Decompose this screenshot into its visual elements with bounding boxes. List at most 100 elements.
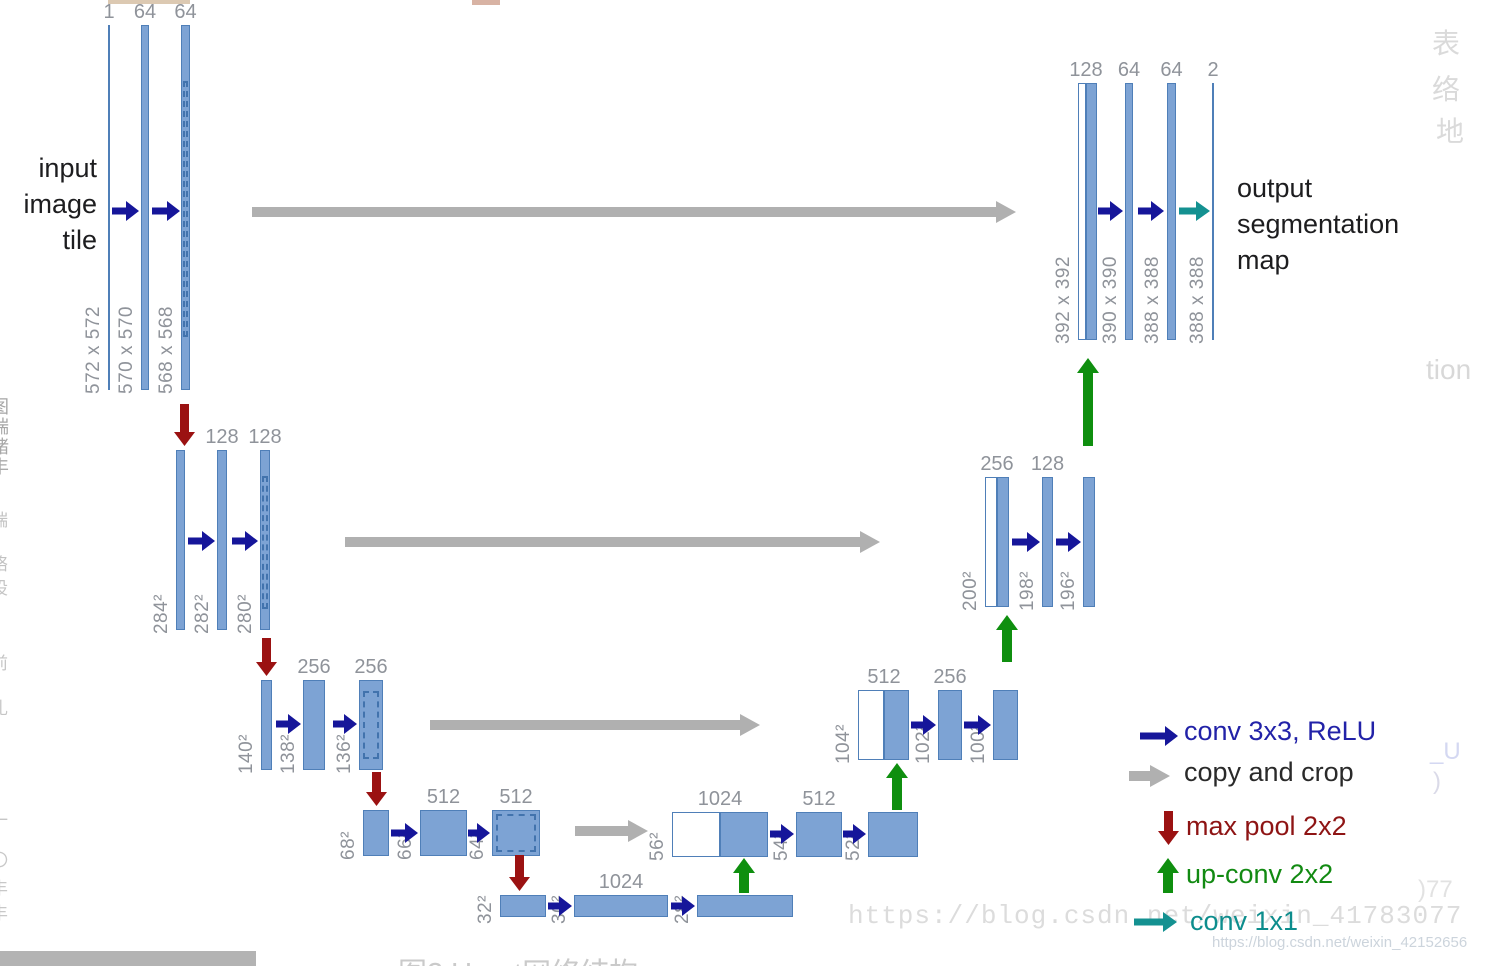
channels-label-enc2-conv2: 128 (248, 426, 282, 448)
size-label-dec3-crop: 104² (833, 724, 854, 765)
enc4-conv-a-arrow (391, 823, 418, 843)
size-label-enc2-pooled: 284² (151, 594, 172, 635)
channels-label-enc1-conv1: 64 (133, 1, 157, 23)
watermark-fragment: 前 (0, 655, 8, 672)
channels-label-dec2-upconv: 256 (980, 453, 1014, 475)
figure-caption: 图2 U-net网络结构 (398, 950, 638, 966)
channels-label-dec1-upconv: 128 (1069, 59, 1103, 81)
feature-map-dec2-crop (985, 477, 997, 607)
feature-map-dec1-conv2 (1167, 83, 1176, 340)
channels-label-enc1-conv2: 64 (174, 1, 197, 23)
legend-label-copy-and-crop: copy and crop (1184, 757, 1354, 787)
feature-map-bottleneck-conv1 (574, 895, 668, 917)
feature-map-enc3-pooled (261, 680, 272, 770)
size-label-dec1-crop: 392 x 392 (1053, 256, 1074, 344)
pool-2-arrow (255, 638, 277, 676)
enc1-conv-b-arrow (152, 201, 180, 221)
watermark-fragment: 设 (0, 580, 8, 597)
watermark-fragment: 〇 (0, 852, 8, 869)
copy-crop-3-arrow (430, 714, 760, 736)
watermark-fragment: 绪 (0, 438, 9, 456)
channels-label-enc3-conv2: 256 (354, 656, 388, 678)
feature-map-bottleneck-pooled (500, 895, 546, 917)
size-label-enc4-pooled: 68² (338, 831, 359, 860)
size-label-dec2-conv2: 196² (1058, 571, 1079, 612)
dec3-conv-b-arrow (964, 715, 991, 735)
watermark-fragment: 一 (0, 812, 8, 829)
feature-map-dec3-upconv (884, 690, 909, 760)
feature-map-dec4-conv2 (868, 812, 918, 857)
output-label-line1: output (1237, 173, 1313, 203)
copy-crop-2-arrow (345, 531, 880, 553)
upconv-to-dec1-arrow (1077, 358, 1099, 446)
size-label-enc3-conv1: 138² (278, 734, 299, 775)
upconv-to-dec3-arrow (886, 763, 908, 810)
watermark-fragment: 图 (0, 398, 9, 416)
upconv-to-dec2-arrow (996, 615, 1018, 662)
enc4-conv-b-arrow (468, 823, 490, 843)
dec3-conv-a-arrow (911, 715, 936, 735)
watermark-fragment: 端 (0, 512, 8, 529)
feature-map-bottleneck-conv2 (697, 895, 793, 917)
feature-map-enc1-conv2 (181, 25, 190, 390)
background-image-fragment (472, 0, 500, 5)
feature-map-enc2-pooled (176, 450, 185, 630)
channels-label-dec2-conv1: 128 (1030, 453, 1065, 475)
size-label-enc1-conv1: 570 x 570 (116, 306, 137, 394)
input-label-line2: image (23, 189, 97, 219)
size-label-dec1-conv2: 388 x 388 (1142, 256, 1163, 344)
channels-label-enc4-conv2: 512 (499, 786, 533, 808)
dec2-conv-a-arrow (1012, 532, 1040, 552)
channels-label-enc4-conv1: 512 (426, 786, 461, 808)
input-label-line1: input (38, 153, 97, 183)
dec2-conv-b-arrow (1056, 532, 1081, 552)
feature-map-dec3-crop (858, 690, 884, 760)
dec1-conv1x1-arrow (1179, 201, 1210, 221)
enc1-conv-a-arrow (112, 201, 139, 221)
feature-map-enc1-input (108, 25, 110, 390)
feature-map-dec2-upconv (997, 477, 1009, 607)
feature-map-dec2-conv1 (1042, 477, 1053, 607)
feature-map-dec1-output (1212, 83, 1214, 340)
watermark-fragment: 。 (0, 755, 8, 772)
pool-4-arrow (508, 855, 530, 891)
watermark-fragment: 地 (1436, 116, 1465, 147)
channels-label-dec3-conv1: 256 (933, 666, 967, 688)
channels-label-bottleneck-conv1: 1024 (598, 871, 644, 893)
channels-label-enc3-conv1: 256 (297, 656, 331, 678)
upconv-to-dec4-arrow (733, 858, 755, 893)
channels-label-dec4-upconv: 1024 (697, 788, 743, 810)
copy-crop-1-arrow (252, 201, 1016, 223)
input-label-line3: tile (62, 225, 97, 255)
channels-label-dec1-conv1: 64 (1117, 59, 1141, 81)
watermark-fragment: 扎 (0, 700, 8, 717)
feature-map-dec4-crop (672, 812, 720, 857)
feature-map-enc4-pooled (363, 810, 389, 856)
legend-label-up-conv: up-conv 2x2 (1186, 859, 1334, 889)
channels-label-dec1-conv2: 64 (1160, 59, 1183, 81)
watermark-fragment: )77 (1418, 876, 1453, 903)
watermark-fragment: 络 (0, 556, 8, 573)
legend-label-conv3x3: conv 3x3, ReLU (1184, 716, 1377, 746)
size-label-enc3-conv2: 136² (334, 734, 355, 775)
feature-map-enc2-conv2 (260, 450, 270, 630)
feature-map-enc3-conv1 (303, 680, 325, 770)
legend-copy-and-crop-arrow (1129, 765, 1170, 787)
pool-1-arrow (173, 404, 195, 446)
feature-map-dec4-upconv (720, 812, 768, 857)
watermark-fragment: 丰 (0, 458, 9, 476)
size-label-dec2-crop: 200² (960, 571, 981, 612)
enc3-conv-a-arrow (276, 714, 301, 734)
size-label-enc1-input: 572 x 572 (83, 306, 104, 394)
output-segmentation-map-label: output segmentation map (1237, 170, 1457, 278)
enc3-conv-b-arrow (333, 714, 357, 734)
pool-3-arrow (365, 772, 387, 806)
feature-map-dec1-crop (1078, 83, 1086, 340)
watermark-fragment: 表 (1432, 28, 1461, 59)
bottleneck-conv-a-arrow (548, 896, 572, 916)
feature-map-enc2-conv1 (217, 450, 227, 630)
legend-conv3x3-arrow (1140, 726, 1178, 746)
enc2-conv-a-arrow (188, 531, 215, 551)
size-label-dec1-output: 388 x 388 (1187, 256, 1208, 344)
